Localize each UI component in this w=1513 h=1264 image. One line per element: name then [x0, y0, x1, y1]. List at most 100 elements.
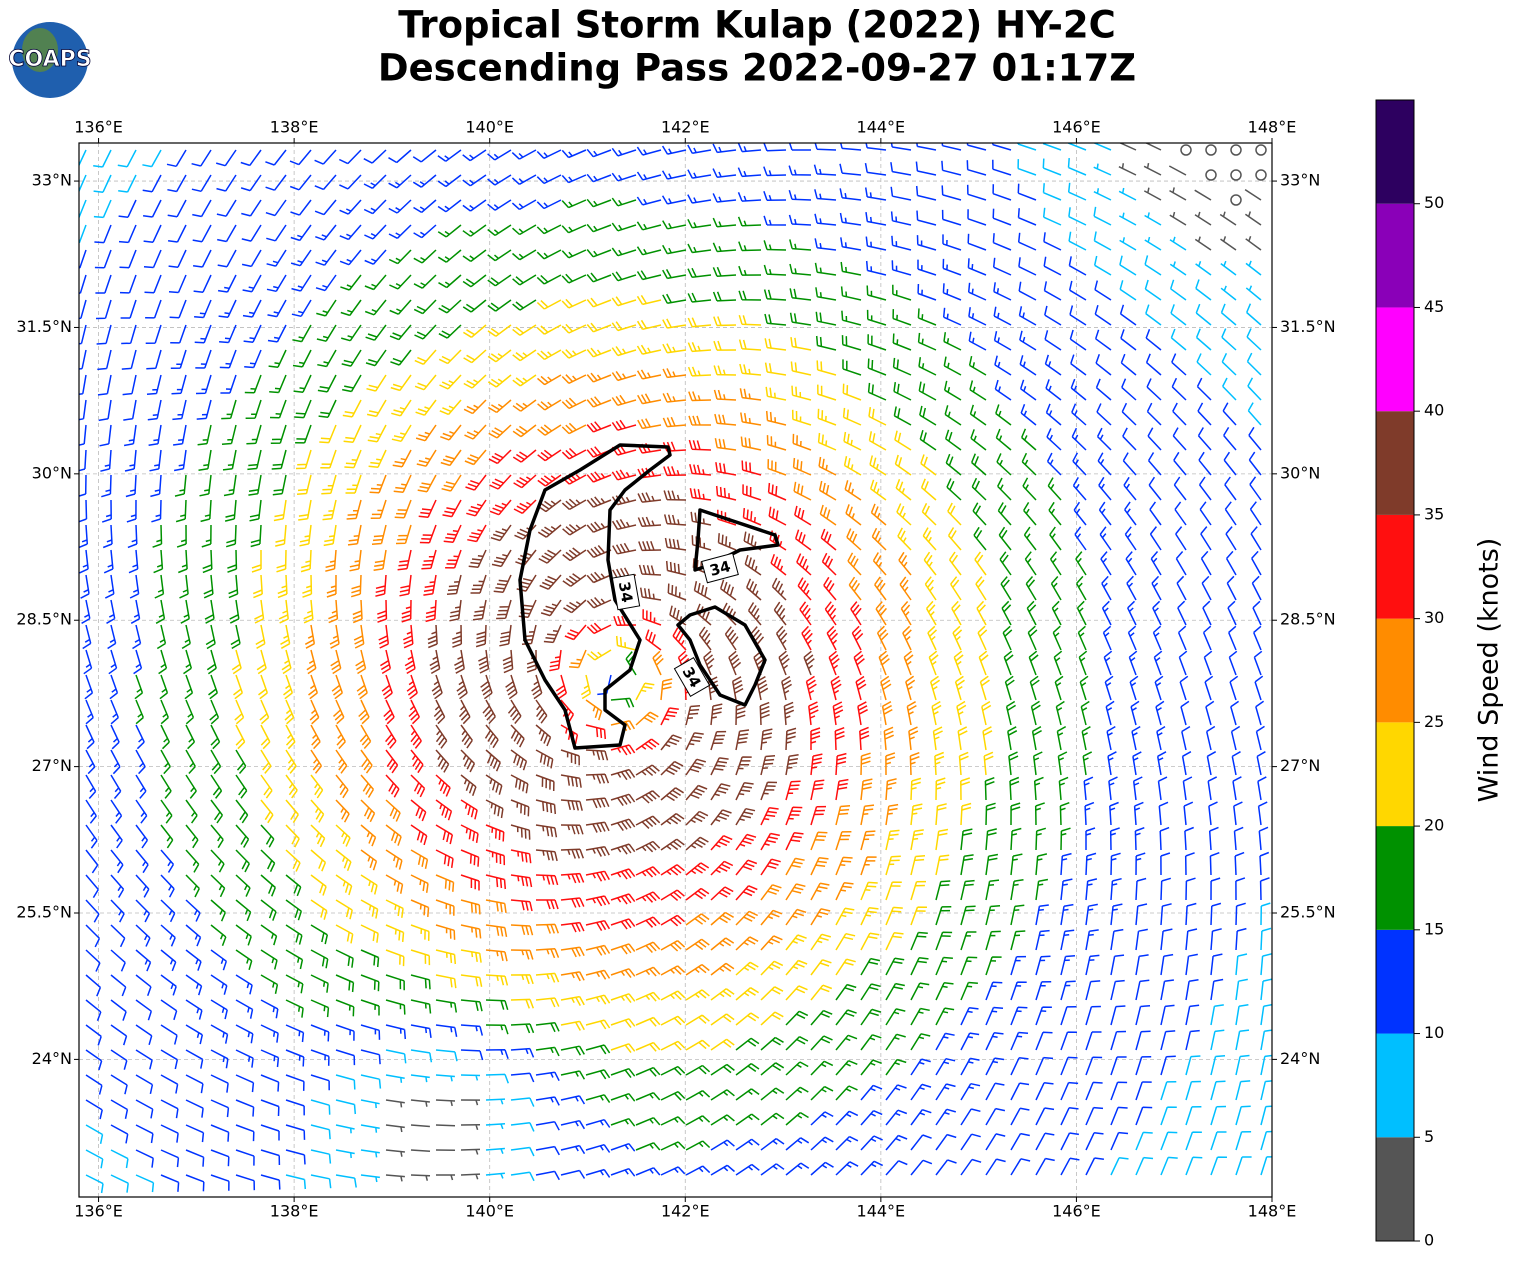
wind-barb: [1233, 801, 1243, 826]
wind-barb: [254, 599, 265, 624]
wind-barb: [435, 999, 458, 1013]
wind-barb: [851, 625, 864, 651]
wind-barb: [460, 1148, 481, 1155]
wind-barb: [185, 799, 198, 824]
wind-barb: [210, 849, 225, 873]
wind-barb: [860, 856, 877, 876]
wind-barb: [512, 224, 537, 236]
wind-barb: [1160, 1131, 1178, 1151]
wind-barb: [110, 699, 119, 725]
wind-barb: [560, 995, 585, 1006]
wind-barb: [1035, 1157, 1055, 1176]
wind-barb: [228, 574, 239, 599]
wind-barb: [710, 835, 733, 851]
wind-barb: [1173, 451, 1187, 476]
wind-barb: [385, 799, 401, 822]
wind-barb: [652, 650, 664, 676]
wind-barb: [1245, 235, 1262, 251]
wind-barb: [1121, 378, 1137, 401]
wind-barb: [1247, 377, 1262, 401]
wind-barb: [335, 924, 354, 944]
wind-barb: [235, 724, 246, 750]
wind-barb: [210, 1074, 229, 1093]
wind-barb: [310, 849, 327, 872]
wind-barb: [217, 249, 237, 268]
wind-barb: [1203, 650, 1213, 676]
wind-barb: [1122, 427, 1137, 451]
wind-barb: [306, 649, 317, 675]
subtitle: Descending Pass 2022-09-27 01:17Z: [378, 47, 1136, 90]
wind-barb: [146, 349, 162, 370]
wind-barb: [688, 415, 712, 426]
wind-barb: [356, 674, 368, 700]
wind-barb: [1200, 550, 1212, 576]
wind-barb: [685, 1165, 711, 1176]
wind-barb: [1008, 751, 1019, 776]
wind-barb: [662, 244, 687, 255]
wind-barb: [957, 726, 968, 751]
wind-barb: [470, 574, 487, 594]
wind-barb: [535, 774, 555, 792]
wind-barb: [510, 899, 533, 912]
wind-barb: [885, 881, 902, 901]
wind-barb: [1223, 451, 1237, 476]
wind-barb: [781, 675, 792, 701]
wind-barb: [260, 1099, 280, 1117]
wind-barb: [685, 1014, 710, 1026]
wind-barb: [1145, 328, 1162, 351]
wind-barb: [1035, 929, 1050, 951]
wind-barb: [985, 1032, 1004, 1051]
wind-barb: [738, 290, 762, 301]
wind-barb: [300, 549, 312, 573]
wind-barb: [1024, 551, 1037, 576]
wind-barb: [660, 864, 685, 876]
wind-barb: [490, 524, 512, 542]
wind-barb: [885, 829, 900, 851]
y-tick-label: 27°N: [1280, 756, 1320, 775]
wind-barb: [119, 249, 137, 269]
wind-barb: [610, 1018, 636, 1029]
wind-barb: [1244, 211, 1262, 226]
wind-barb: [1235, 978, 1248, 1001]
wind-barb: [435, 874, 455, 892]
wind-barb: [206, 649, 217, 675]
wind-barb: [185, 1074, 204, 1094]
wind-barb: [788, 214, 812, 226]
wind-barb: [1209, 851, 1220, 876]
wind-barb: [710, 1013, 735, 1026]
wind-barb: [145, 324, 162, 344]
wind-barb: [635, 711, 659, 726]
wind-barb: [360, 974, 380, 992]
wind-barb: [1085, 852, 1097, 876]
wind-barb: [445, 549, 462, 569]
wind-barb: [690, 511, 712, 526]
wind-barb: [1185, 953, 1198, 976]
wind-barb: [184, 674, 194, 700]
wind-barb: [1094, 304, 1112, 326]
wind-barb: [510, 924, 534, 936]
wind-barb: [413, 249, 437, 264]
y-tick-label: 24°N: [32, 1049, 72, 1068]
wind-barb: [740, 436, 762, 451]
colorbar-bin: [1376, 411, 1414, 515]
wind-barb: [277, 574, 288, 599]
wind-barb: [385, 1049, 407, 1064]
wind-barb: [561, 174, 587, 184]
wind-barb: [935, 880, 951, 901]
wind-barb: [835, 1060, 858, 1076]
wind-barb: [993, 282, 1012, 301]
colorbar-bin: [1376, 514, 1414, 619]
wind-barb: [1208, 801, 1218, 826]
wind-barb: [960, 1057, 980, 1076]
wind-barb: [119, 274, 137, 294]
x-tick-label: 140°E: [465, 1202, 514, 1221]
wind-barb: [860, 1084, 883, 1101]
wind-barb: [1031, 726, 1042, 751]
wind-barb: [235, 749, 247, 774]
wind-barb: [536, 149, 562, 159]
wind-barb: [110, 1174, 129, 1193]
wind-barb: [285, 1049, 305, 1067]
wind-barb: [585, 821, 610, 833]
wind-barb: [1107, 751, 1117, 776]
wind-barb: [960, 1158, 982, 1176]
